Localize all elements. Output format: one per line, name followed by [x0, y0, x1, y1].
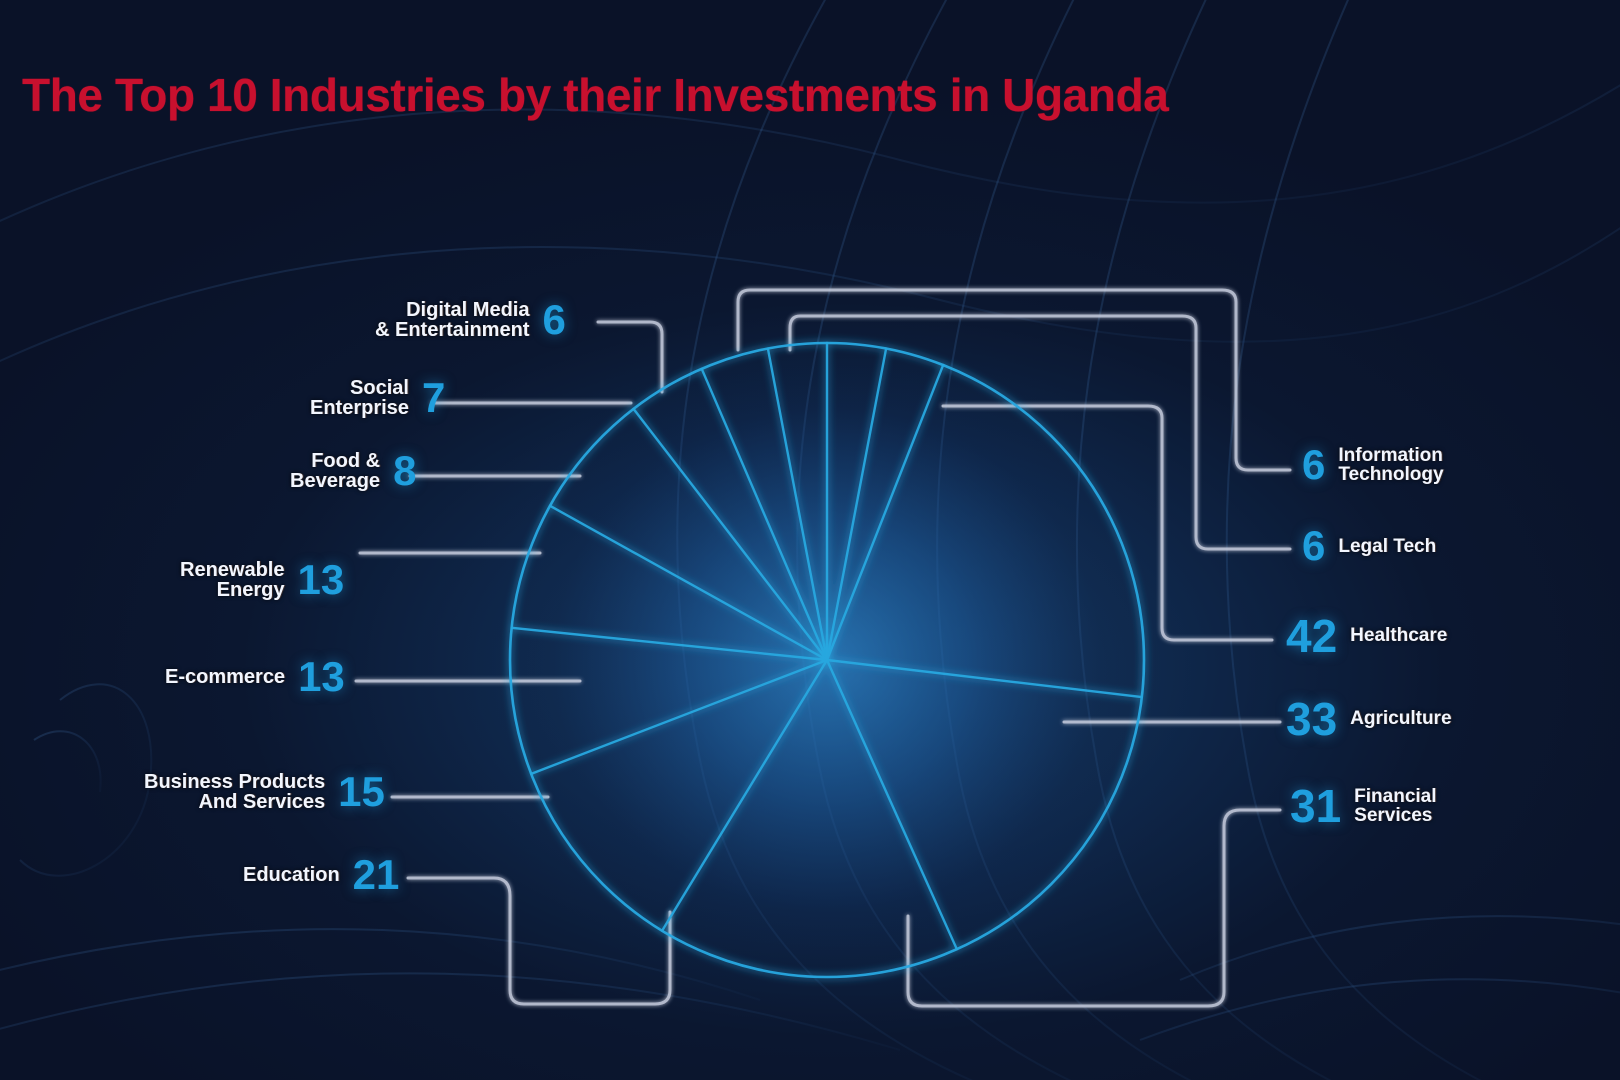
callout-label-food-beverage: Food & Beverage: [290, 450, 381, 493]
callout-social-enterprise[interactable]: Social Enterprise 7: [310, 374, 446, 422]
leader-legal-tech: [788, 314, 1292, 551]
callout-value-financial-services: 31: [1290, 780, 1342, 832]
pie-slice-divider: [548, 504, 829, 662]
leader-lines: [354, 288, 1292, 1008]
callout-value-food-beverage: 8: [393, 447, 417, 495]
callout-label-education: Education: [243, 864, 340, 887]
callout-value-renewable-energy: 13: [297, 556, 345, 604]
pie-slice-divider: [825, 658, 959, 951]
page-title: The Top 10 Industries by their Investmen…: [22, 69, 1169, 121]
leader-information-technology: [736, 288, 1292, 472]
callout-value-digital-media: 6: [542, 296, 566, 344]
callout-label-business-products: Business Products And Services: [144, 771, 326, 814]
callout-label-information-technology: Information Technology: [1338, 445, 1444, 486]
callout-business-products[interactable]: Business Products And Services 15: [144, 768, 385, 816]
callout-label-legal-tech: Legal Tech: [1338, 535, 1437, 557]
callout-value-social-enterprise: 7: [421, 374, 446, 422]
pie-slice-divider: [660, 658, 829, 932]
callout-value-business-products: 15: [338, 768, 385, 816]
callout-value-healthcare: 42: [1286, 610, 1338, 662]
callout-label-digital-media: Digital Media & Entertainment: [375, 299, 530, 342]
callout-renewable-energy[interactable]: Renewable Energy 13: [180, 556, 345, 604]
callout-value-legal-tech: 6: [1302, 522, 1326, 569]
callout-financial-services[interactable]: 31 Financial Services: [1290, 780, 1437, 832]
callout-agriculture[interactable]: 33 Agriculture: [1286, 693, 1452, 745]
pie-slice-divider: [529, 658, 829, 776]
callout-value-information-technology: 6: [1302, 441, 1326, 489]
callout-value-ecommerce: 13: [298, 653, 345, 700]
leader-healthcare: [941, 404, 1274, 642]
pie-slice-dividers: [510, 341, 1144, 951]
callout-label-social-enterprise: Social Enterprise: [310, 377, 409, 420]
callout-education[interactable]: Education 21: [243, 851, 400, 898]
leader-digital-media: [596, 320, 664, 394]
callout-label-healthcare: Healthcare: [1350, 625, 1448, 647]
callout-value-agriculture: 33: [1286, 693, 1338, 745]
pie-slice-divider: [825, 363, 945, 662]
callout-digital-media[interactable]: Digital Media & Entertainment 6: [375, 296, 566, 344]
callout-food-beverage[interactable]: Food & Beverage 8: [290, 447, 417, 495]
callout-label-financial-services: Financial Services: [1354, 785, 1437, 827]
callout-information-technology[interactable]: 6 Information Technology: [1302, 441, 1444, 489]
leader-education: [406, 876, 672, 1006]
callout-label-renewable-energy: Renewable Energy: [180, 559, 285, 602]
callout-value-education: 21: [352, 851, 400, 898]
callout-ecommerce[interactable]: E-commerce 13: [165, 653, 345, 700]
callout-healthcare[interactable]: 42 Healthcare: [1286, 610, 1448, 662]
pie-slice-divider: [700, 367, 829, 662]
callout-label-agriculture: Agriculture: [1350, 708, 1452, 730]
pie-slice-divider: [632, 407, 829, 662]
pie-slice-divider: [825, 347, 888, 662]
leader-financial-services: [906, 808, 1282, 1008]
pie-geometry: [508, 341, 1146, 979]
callout-label-ecommerce: E-commerce: [165, 666, 286, 689]
pie-slice-divider: [825, 658, 1144, 699]
pie-slice-divider: [766, 347, 829, 662]
pie-slice-divider: [510, 626, 829, 662]
callout-legal-tech[interactable]: 6 Legal Tech: [1302, 522, 1437, 569]
